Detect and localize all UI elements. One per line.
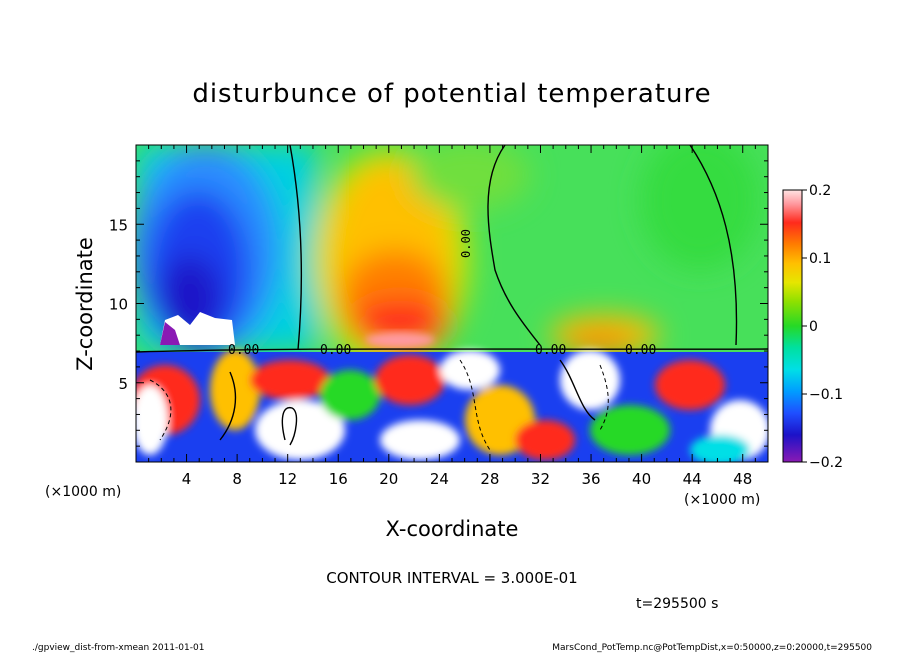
x-tick-label: 44 bbox=[683, 470, 702, 488]
chart-title: disturbunce of potential temperature bbox=[192, 79, 711, 109]
contour-label: 0.00 bbox=[228, 343, 259, 358]
x-unit-label: (×1000 m) bbox=[45, 484, 121, 500]
x-tick-label: 4 bbox=[182, 470, 192, 488]
contour-label: 0.00 bbox=[459, 229, 473, 258]
x-tick-label: 32 bbox=[531, 470, 550, 488]
y-tick-label: 5 bbox=[118, 375, 128, 393]
x-tick-label: 40 bbox=[632, 470, 651, 488]
time-label: t=295500 s bbox=[636, 596, 718, 612]
y-axis: 5 10 15 bbox=[109, 160, 768, 447]
colorbar-tick-label: 0.2 bbox=[809, 183, 831, 199]
x-unit-label-right: (×1000 m) bbox=[684, 492, 760, 508]
x-axis-label: X-coordinate bbox=[386, 517, 519, 541]
colorbar bbox=[782, 189, 803, 463]
colorbar-ticks: 0.2 0.1 0 −0.1 −0.2 bbox=[802, 183, 843, 471]
x-tick-label: 24 bbox=[430, 470, 449, 488]
x-tick-label: 16 bbox=[329, 470, 348, 488]
colorbar-tick-label: 0.1 bbox=[809, 251, 831, 267]
footer-right: MarsCond_PotTemp.nc@PotTempDist,x=0:5000… bbox=[552, 643, 872, 653]
contour-label: 0.00 bbox=[625, 343, 656, 358]
contour-interval: CONTOUR INTERVAL = 3.000E-01 bbox=[326, 569, 577, 587]
x-tick-label: 20 bbox=[379, 470, 398, 488]
x-tick-label: 48 bbox=[733, 470, 752, 488]
footer-left: ./gpview_dist-from-xmean 2011-01-01 bbox=[32, 643, 204, 653]
y-axis-label: Z-coordinate bbox=[73, 237, 97, 371]
y-tick-label: 10 bbox=[109, 296, 128, 314]
contour-label: 0.00 bbox=[535, 343, 566, 358]
x-tick-label: 12 bbox=[278, 470, 297, 488]
x-tick-label: 8 bbox=[232, 470, 242, 488]
x-axis: 4 8 12 16 20 24 28 32 36 40 44 48 bbox=[148, 145, 756, 488]
colorbar-tick-label: −0.2 bbox=[809, 455, 843, 471]
heatmap-field bbox=[136, 145, 768, 462]
x-tick-label: 28 bbox=[480, 470, 499, 488]
colorbar-tick-label: −0.1 bbox=[809, 387, 843, 403]
x-tick-label: 36 bbox=[581, 470, 600, 488]
y-tick-label: 15 bbox=[109, 216, 128, 234]
contour-label: 0.00 bbox=[320, 343, 351, 358]
colorbar-tick-label: 0 bbox=[809, 319, 818, 335]
